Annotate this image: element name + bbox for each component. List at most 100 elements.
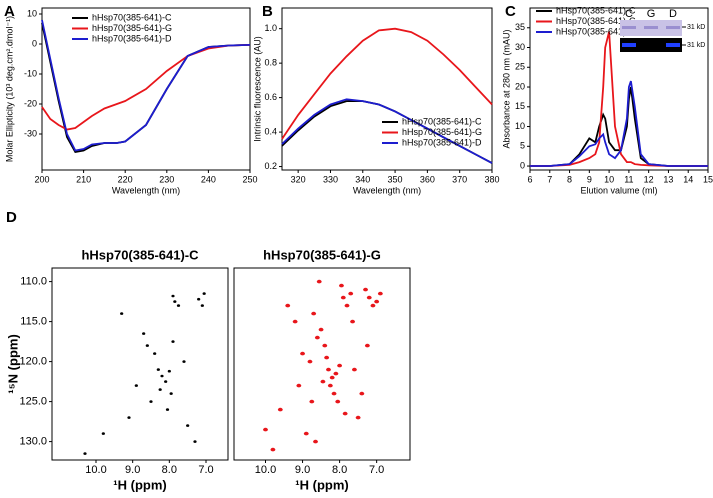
nmr-peak [134, 384, 138, 387]
gel-band [666, 26, 680, 29]
nmr-peak [160, 374, 164, 378]
y-tick-label: 1.0 [264, 23, 277, 33]
nmr-peak [186, 424, 190, 427]
x-axis-label: Wavelength (nm) [353, 185, 421, 195]
y-tick-label: 0 [520, 160, 525, 170]
marker-label: 31 kD [687, 42, 705, 49]
y-tick-label: 0 [32, 38, 37, 48]
nmr-peak [359, 391, 365, 396]
nmr-peak [333, 371, 339, 376]
x-tick-label: 15 [703, 174, 713, 184]
x-axis-label: ¹H (ppm) [113, 477, 166, 492]
y-tick-label: 5 [520, 141, 525, 151]
lane-label: G [647, 8, 656, 20]
x-tick-label: 12 [644, 174, 654, 184]
y-tick-label: 110.0 [20, 276, 47, 288]
nmr-peak [307, 359, 313, 364]
nmr-peak [83, 452, 87, 455]
nmr-peak [350, 319, 355, 324]
nmr-peak [120, 312, 124, 315]
x-tick-label: 9.0 [125, 464, 140, 476]
nmr-peak [366, 295, 372, 300]
nmr-peak [318, 327, 324, 332]
x-tick-label: 230 [159, 174, 174, 184]
nmr-peak [374, 299, 380, 304]
x-tick-label: 10 [604, 174, 614, 184]
legend-label: hHsp70(385-641)-C [402, 116, 482, 126]
nmr-peak [370, 303, 376, 308]
nmr-peak [156, 368, 160, 371]
nmr-peak [364, 343, 370, 348]
nmr-peak [167, 369, 171, 373]
y-tick-label: -20 [24, 98, 37, 108]
y-tick-label: 120.0 [19, 356, 47, 368]
series-line [530, 31, 708, 167]
x-tick-label: 10.0 [85, 464, 106, 476]
y-axis-label: Intrinsic fluorescence (AU) [252, 36, 262, 142]
x-tick-label: 9 [587, 174, 592, 184]
y-tick-label: 30 [515, 42, 525, 52]
y-tick-label: 0.4 [264, 126, 277, 136]
nmr-peak [142, 332, 146, 335]
nmr-peak [327, 383, 333, 388]
series-line [530, 80, 708, 167]
nmr-peak [101, 432, 105, 435]
y-tick-label: 10 [515, 121, 525, 131]
panel-label: D [6, 209, 17, 226]
x-tick-label: 320 [291, 174, 306, 184]
nmr-peak [324, 355, 330, 360]
plot-frame [281, 7, 493, 171]
x-tick-label: 8.0 [332, 464, 347, 476]
nmr-peak [316, 279, 322, 284]
legend-label: hHsp70(385-641)-G [402, 127, 482, 137]
nmr-peak [176, 304, 181, 307]
plot-frame [51, 267, 229, 461]
nmr-peak [335, 399, 341, 404]
legend-label: hHsp70(385-641)-C [92, 12, 172, 22]
nmr-peak [342, 411, 348, 416]
plot-frame [529, 7, 709, 171]
blot-band [666, 43, 680, 47]
chart-title: hHsp70(385-641)-G [263, 247, 381, 262]
plot-frame [41, 7, 251, 171]
nmr-peak [352, 367, 357, 372]
nmr-peak [173, 300, 177, 303]
y-tick-label: 0.6 [264, 92, 277, 102]
legend-label: hHsp70(385-641)-D [92, 33, 172, 43]
y-tick-label: 25 [515, 62, 525, 72]
nmr-peak [149, 400, 153, 403]
series-line [281, 27, 493, 140]
nmr-peak [348, 291, 354, 296]
x-tick-label: 8 [567, 174, 572, 184]
y-tick-label: 115.0 [20, 316, 47, 328]
nmr-peak [309, 399, 315, 404]
nmr-peak [329, 375, 335, 380]
x-tick-label: 360 [420, 174, 435, 184]
nmr-peak [339, 283, 344, 288]
x-axis-label: ¹H (ppm) [295, 477, 348, 492]
y-tick-label: 10 [27, 8, 37, 18]
panel-label: B [262, 3, 273, 20]
nmr-peak [200, 304, 204, 307]
x-tick-label: 11 [624, 174, 633, 184]
legend-label: hHsp70(385-641)-D [402, 137, 482, 147]
x-tick-label: 240 [201, 174, 216, 184]
nmr-peak [263, 427, 268, 432]
x-tick-label: 370 [452, 174, 467, 184]
nmr-peak [292, 319, 298, 324]
nmr-peak [171, 294, 175, 298]
series-line [281, 98, 493, 164]
legend-label: hHsp70(385-641)-G [556, 16, 636, 26]
gel-band [644, 26, 658, 29]
nmr-peak [355, 415, 361, 420]
y-tick-label: 125.0 [19, 396, 47, 408]
legend-label: hHsp70(385-641)-D [556, 26, 636, 36]
series-line [41, 19, 251, 152]
x-tick-label: 210 [76, 174, 91, 184]
nmr-peak [169, 392, 173, 395]
nmr-peak [127, 416, 131, 419]
nmr-peak [285, 303, 291, 308]
x-tick-label: 220 [118, 174, 133, 184]
y-tick-label: 20 [515, 81, 525, 91]
